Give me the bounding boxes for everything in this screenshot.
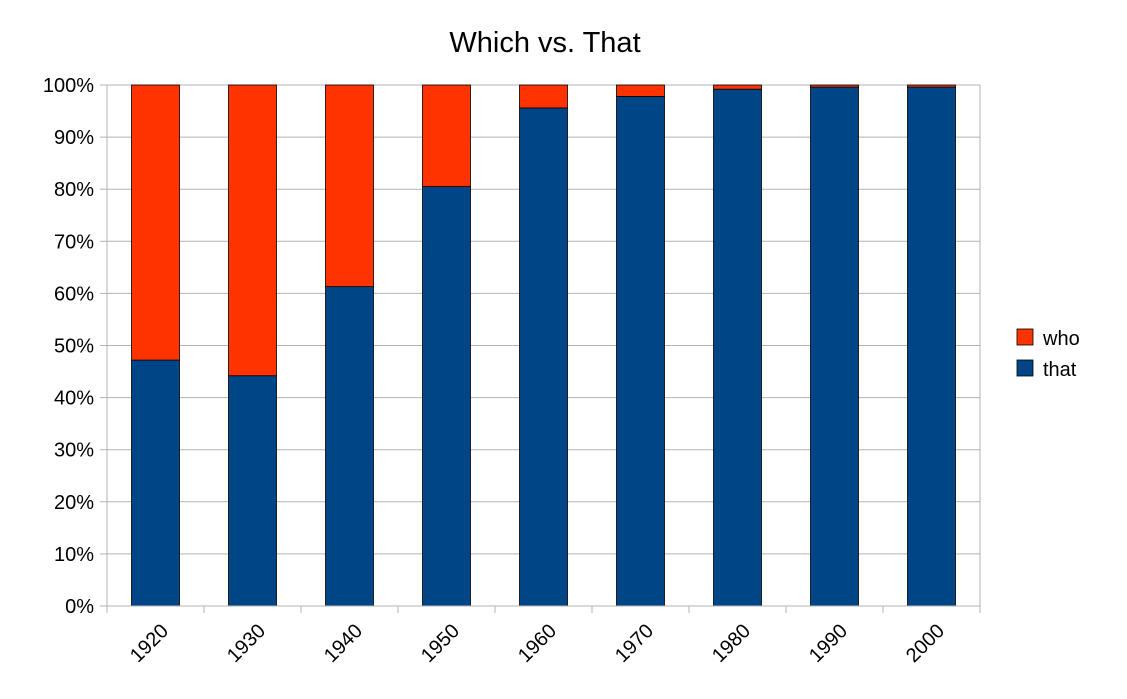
bar-segment-who xyxy=(519,84,568,109)
legend-label-that: that xyxy=(1043,359,1077,381)
x-axis-ticks: 1920 1930 1940 1950 1960 1970 1980 1990 2000 xyxy=(106,606,981,667)
chart-title: Which vs. That xyxy=(449,27,640,59)
y-tick-label: 30% xyxy=(54,440,94,462)
bar-segment-that xyxy=(519,107,568,607)
y-tick-label: 90% xyxy=(54,127,94,149)
x-tick-label: 1990 xyxy=(805,620,852,667)
bar-segment-that xyxy=(616,96,665,607)
x-tick-label: 1980 xyxy=(708,620,755,667)
y-tick-label: 50% xyxy=(54,336,94,358)
bar-segment-that xyxy=(713,88,762,607)
y-tick-label: 100% xyxy=(43,75,94,97)
x-tick-label: 1940 xyxy=(320,620,367,667)
bar-segment-who xyxy=(907,84,956,88)
bar-segment-who xyxy=(713,84,762,90)
bar-segment-who xyxy=(616,84,665,97)
bar-segment-who xyxy=(422,84,471,187)
bar-segment-who xyxy=(131,84,180,361)
bar-segment-that xyxy=(907,86,956,607)
bar-segment-who xyxy=(325,84,374,288)
y-tick-label: 60% xyxy=(54,283,94,305)
x-tick-label: 1960 xyxy=(514,620,561,667)
bar-segment-that xyxy=(228,375,277,607)
bar-segment-who xyxy=(228,84,277,377)
y-tick-label: 70% xyxy=(54,231,94,253)
x-tick-label: 1970 xyxy=(611,620,658,667)
bar-segment-that xyxy=(422,186,471,607)
y-tick-label: 80% xyxy=(54,179,94,201)
x-tick-label: 1930 xyxy=(223,620,270,667)
y-tick-label: 40% xyxy=(54,388,94,410)
x-tick-label: 1920 xyxy=(126,620,173,667)
legend-swatch-that xyxy=(1016,359,1034,377)
y-axis-ticks: 0% 10% 20% 30% 40% 50% 60% 70% 80% 90% 100% xyxy=(43,75,107,618)
legend-label-who: who xyxy=(1042,328,1080,350)
bar-segment-who xyxy=(810,84,859,88)
y-tick-label: 20% xyxy=(54,492,94,514)
y-tick-label: 10% xyxy=(54,544,94,566)
x-tick-label: 1950 xyxy=(417,620,464,667)
y-tick-label: 0% xyxy=(65,596,94,618)
bars xyxy=(131,84,956,607)
legend: who that xyxy=(1016,328,1080,381)
bar-segment-that xyxy=(325,286,374,607)
legend-swatch-who xyxy=(1016,328,1034,346)
bar-segment-that xyxy=(810,86,859,607)
x-tick-label: 2000 xyxy=(902,620,949,667)
bar-segment-that xyxy=(131,359,180,607)
